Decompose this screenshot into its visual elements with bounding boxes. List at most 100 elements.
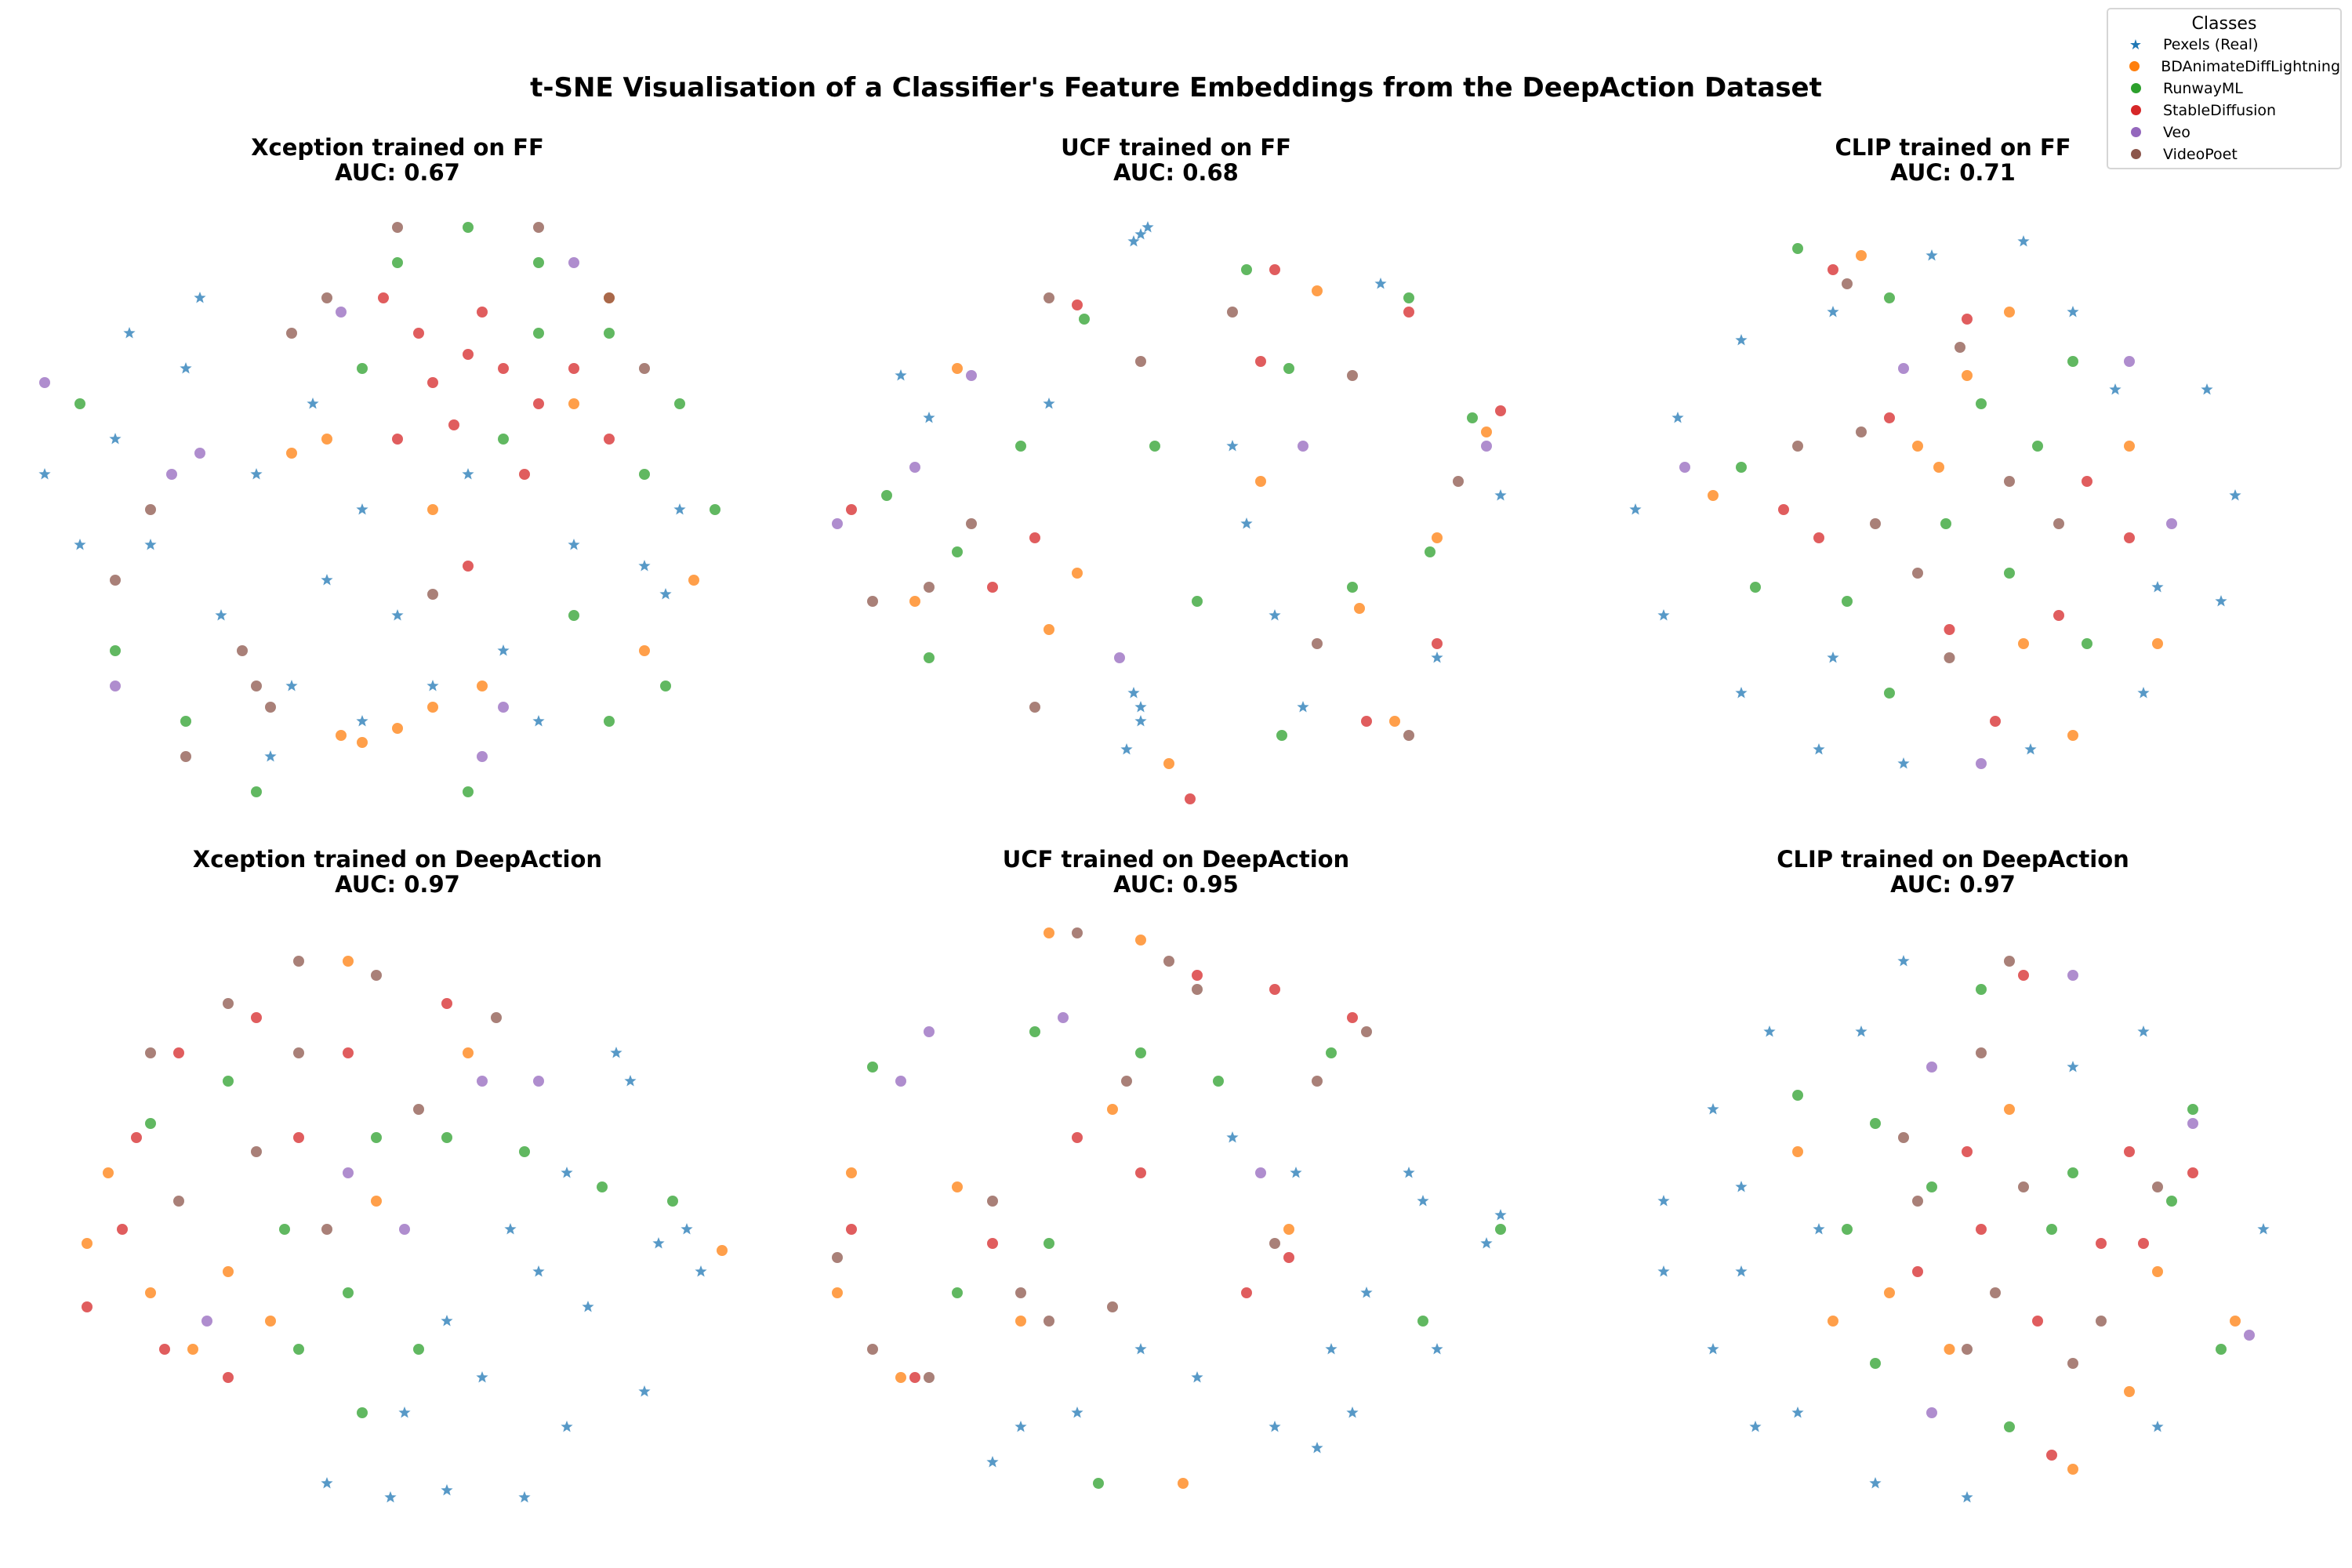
point-pexels-real: [1360, 1287, 1373, 1298]
subplot-1: [832, 221, 1507, 804]
legend-label: RunwayML: [2163, 80, 2243, 97]
point-bdanimatedifflightning: [952, 363, 963, 374]
subplot-0: [38, 222, 720, 797]
point-runwayml: [710, 504, 720, 515]
point-stablediffusion: [427, 377, 438, 388]
point-bdanimatedifflightning: [1792, 1146, 1803, 1157]
point-stablediffusion: [1962, 1146, 1973, 1157]
point-runwayml: [1326, 1047, 1337, 1058]
point-videopoet: [867, 596, 878, 607]
point-runwayml: [463, 786, 474, 797]
point-stablediffusion: [1778, 504, 1789, 515]
point-pexels-real: [1043, 397, 1055, 409]
point-pexels-real: [986, 1456, 999, 1468]
point-bdanimatedifflightning: [1481, 426, 1492, 437]
point-veo: [39, 377, 50, 388]
point-pexels-real: [1897, 757, 1910, 769]
point-videopoet: [1955, 342, 1965, 353]
point-bdanimatedifflightning: [639, 645, 650, 656]
point-bdanimatedifflightning: [832, 1287, 843, 1298]
point-pexels-real: [321, 574, 333, 586]
point-runwayml: [392, 257, 403, 268]
point-runwayml: [867, 1062, 878, 1073]
point-runwayml: [1425, 546, 1436, 557]
point-veo: [1298, 441, 1308, 452]
point-runwayml: [357, 363, 368, 374]
point-pexels-real: [426, 680, 439, 691]
point-stablediffusion: [909, 1372, 920, 1383]
point-veo: [2067, 970, 2078, 981]
point-pexels-real: [307, 397, 319, 409]
point-pexels-real: [194, 292, 206, 303]
point-bdanimatedifflightning: [688, 575, 699, 586]
point-stablediffusion: [2187, 1167, 2198, 1178]
point-pexels-real: [518, 1491, 531, 1503]
point-veo: [2124, 356, 2135, 367]
subplot-auc: AUC: 0.68: [1113, 159, 1239, 186]
point-runwayml: [881, 490, 892, 501]
point-runwayml: [1495, 1224, 1506, 1235]
point-pexels-real: [1671, 412, 1684, 423]
point-pexels-real: [2067, 306, 2079, 318]
point-pexels-real: [250, 468, 263, 480]
point-pexels-real: [610, 1047, 622, 1058]
point-stablediffusion: [1944, 624, 1955, 635]
point-pexels-real: [1134, 228, 1147, 240]
point-stablediffusion: [441, 998, 452, 1009]
point-bdanimatedifflightning: [717, 1245, 728, 1256]
point-bdanimatedifflightning: [1944, 1344, 1955, 1355]
point-pexels-real: [1657, 1265, 1670, 1277]
point-bdanimatedifflightning: [2152, 638, 2163, 649]
point-bdanimatedifflightning: [336, 730, 347, 741]
point-videopoet: [1121, 1076, 1132, 1087]
point-runwayml: [1015, 441, 1026, 452]
point-videopoet: [1347, 370, 1358, 381]
point-veo: [2244, 1330, 2255, 1341]
point-pexels-real: [1071, 1406, 1083, 1418]
point-veo: [343, 1167, 354, 1178]
point-pexels-real: [1869, 1477, 1882, 1489]
point-stablediffusion: [846, 1224, 857, 1235]
point-pexels-real: [2137, 1025, 2150, 1037]
point-pexels-real: [673, 503, 686, 515]
figure-title: t-SNE Visualisation of a Classifier's Fe…: [530, 72, 1822, 103]
point-videopoet: [1990, 1287, 2001, 1298]
subplot-title: Xception trained on DeepAction: [192, 846, 603, 873]
circle-marker-icon: [2108, 125, 2163, 141]
point-bdanimatedifflightning: [1044, 927, 1054, 938]
point-runwayml: [1870, 1118, 1881, 1129]
point-pexels-real: [1735, 1181, 1748, 1192]
legend-label: Pexels (Real): [2163, 36, 2259, 53]
legend-item: StableDiffusion: [2108, 100, 2340, 122]
point-bdanimatedifflightning: [2004, 307, 2015, 318]
point-runwayml: [604, 716, 615, 727]
point-videopoet: [1312, 1076, 1323, 1087]
point-bdanimatedifflightning: [2124, 1386, 2135, 1397]
point-stablediffusion: [223, 1372, 234, 1383]
point-pexels-real: [638, 560, 651, 572]
point-runwayml: [180, 716, 191, 727]
point-stablediffusion: [1990, 716, 2001, 727]
point-stablediffusion: [1135, 1167, 1146, 1178]
legend-label: BDAnimateDiffLightning: [2161, 58, 2340, 75]
point-runwayml: [498, 434, 509, 445]
legend-item: RunwayML: [2108, 78, 2340, 100]
point-veo: [201, 1316, 212, 1327]
point-pexels-real: [321, 1477, 333, 1489]
point-pexels-real: [582, 1301, 594, 1312]
subplot-title-ucf-deepaction: UCF trained on DeepAction AUC: 0.95: [823, 847, 1529, 897]
point-pexels-real: [1431, 652, 1443, 663]
point-runwayml: [2032, 441, 2043, 452]
point-videopoet: [145, 1047, 156, 1058]
point-runwayml: [568, 610, 579, 621]
point-pexels-real: [1134, 1343, 1147, 1355]
point-stablediffusion: [378, 292, 389, 303]
point-stablediffusion: [604, 434, 615, 445]
point-bdanimatedifflightning: [1044, 624, 1054, 635]
point-stablediffusion: [293, 1132, 304, 1143]
point-pexels-real: [1707, 1103, 1719, 1115]
point-pexels-real: [1226, 1131, 1239, 1143]
point-videopoet: [1792, 441, 1803, 452]
point-runwayml: [1417, 1316, 1428, 1327]
point-pexels-real: [356, 503, 368, 515]
